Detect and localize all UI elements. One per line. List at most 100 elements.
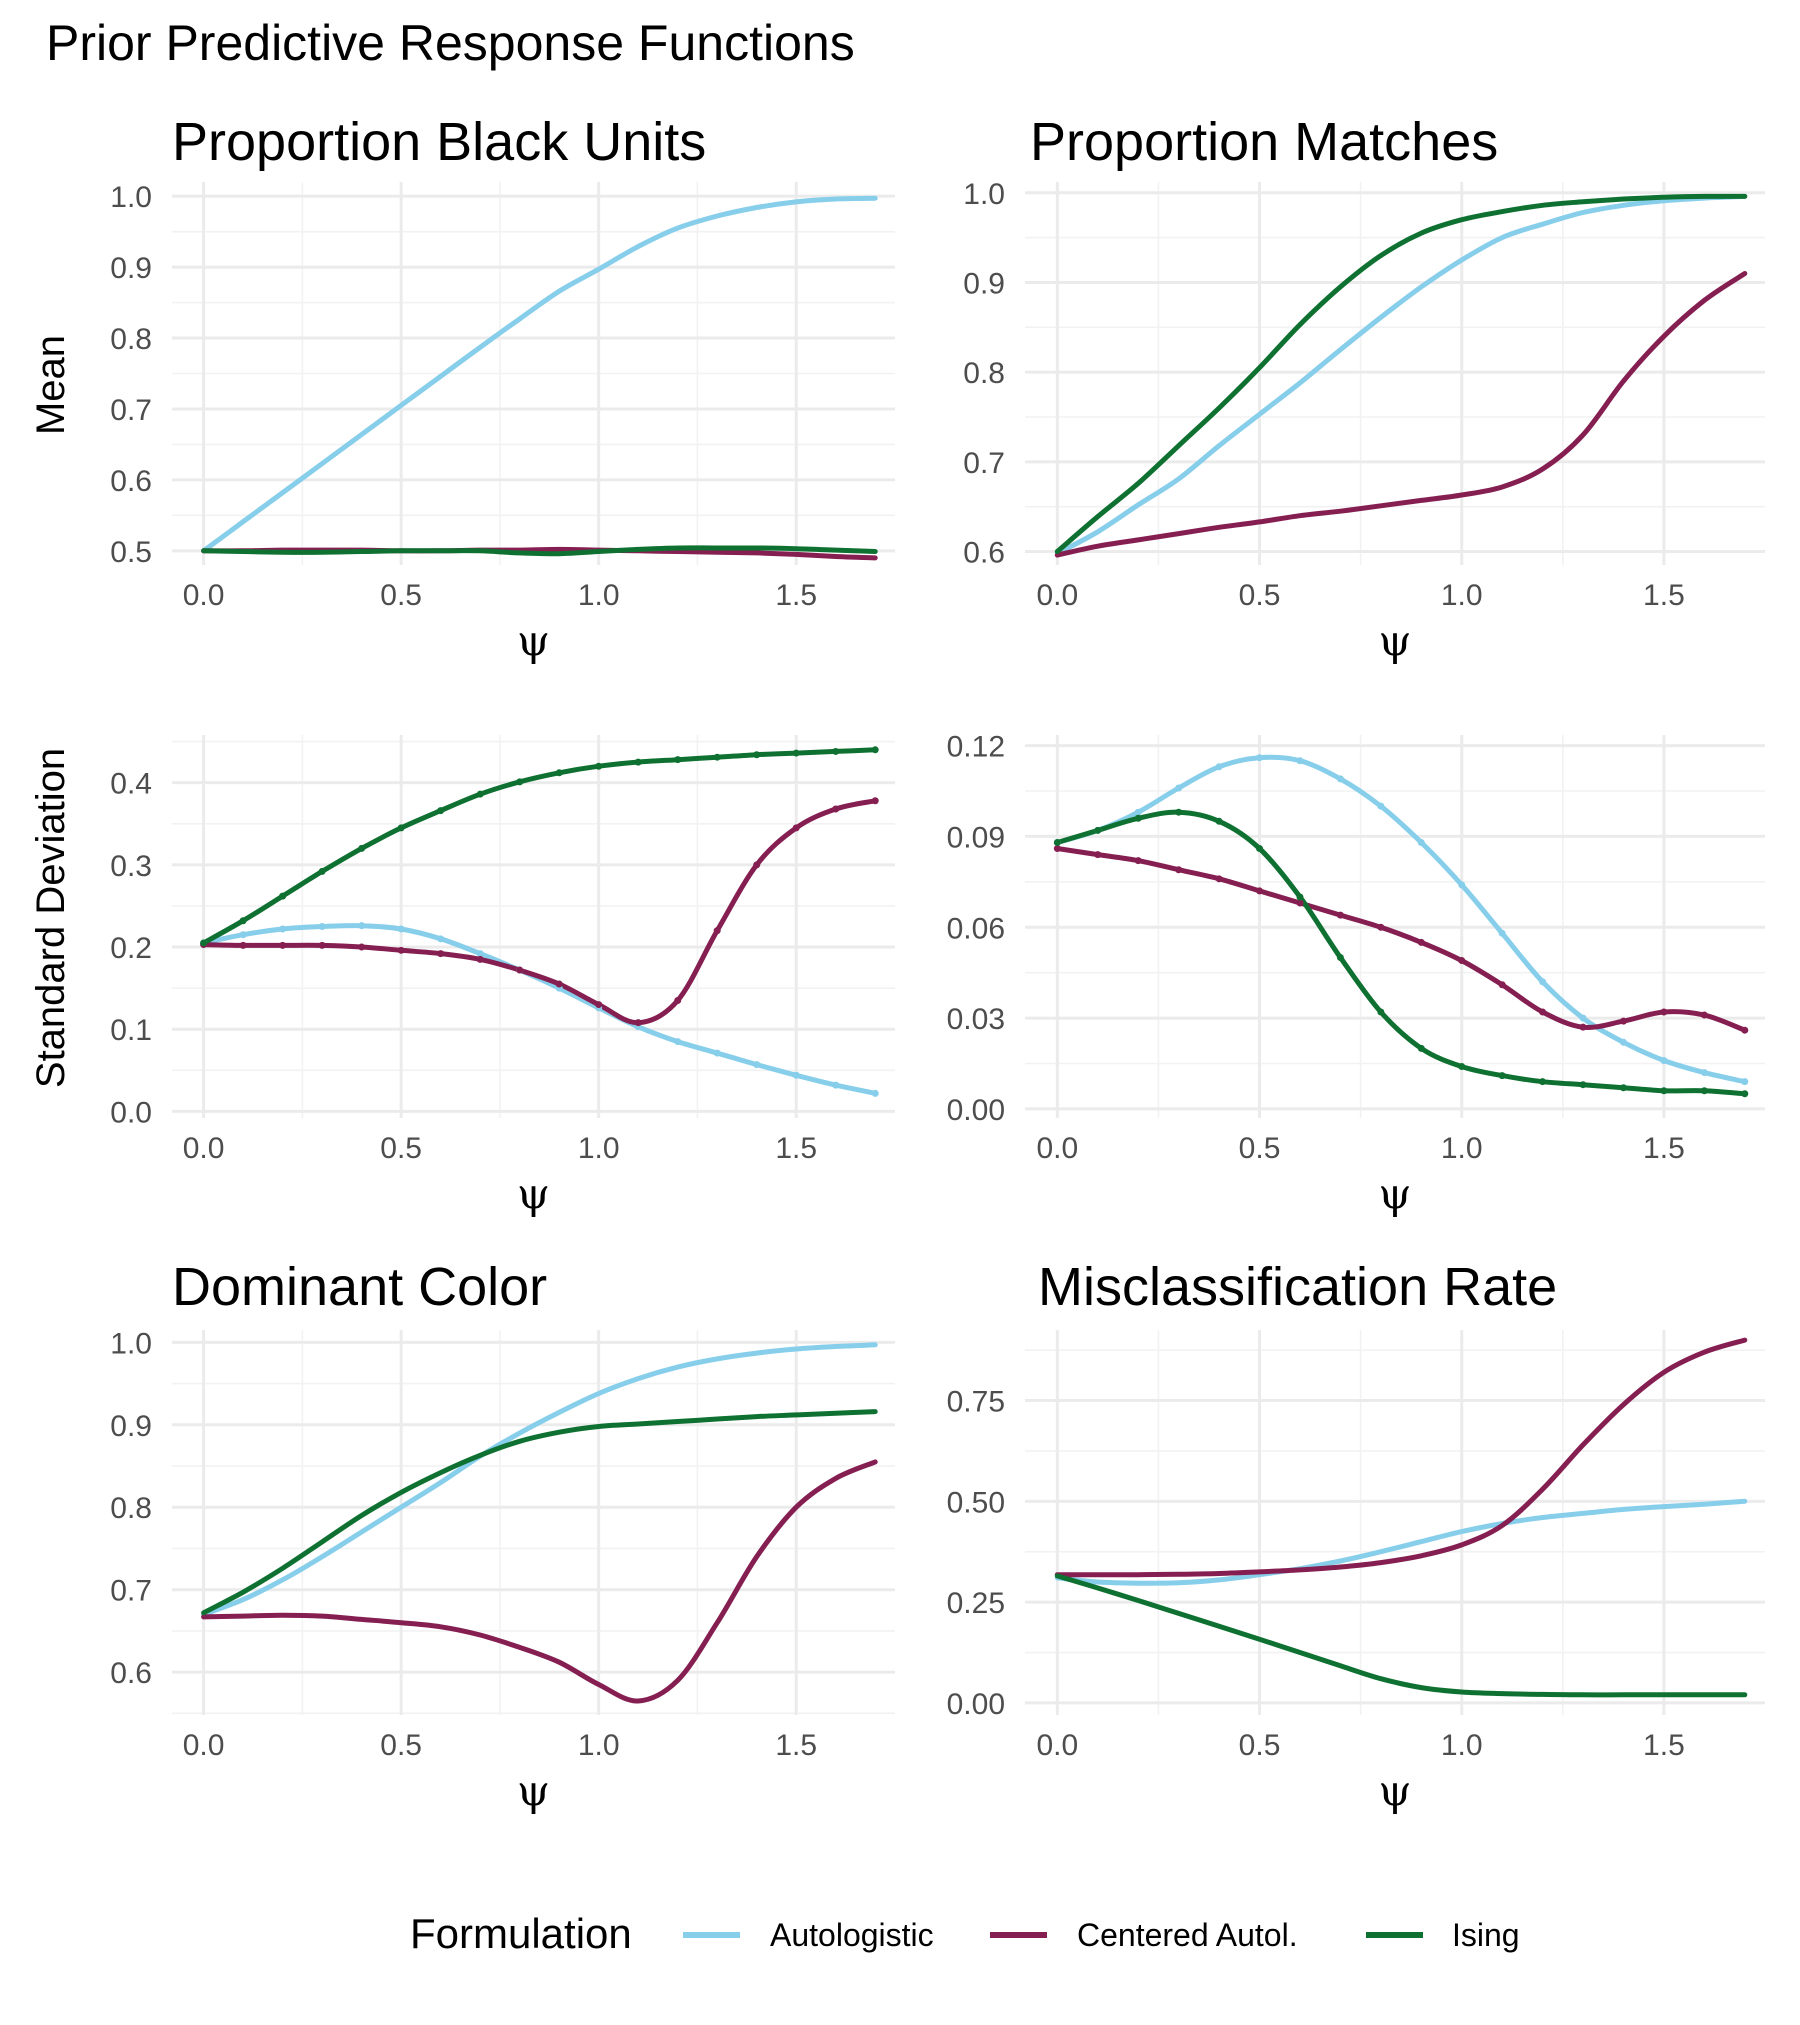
- data-point: [1094, 851, 1102, 859]
- y-tick-label: 0.9: [110, 1410, 152, 1443]
- x-tick-label: 0.5: [1239, 1729, 1281, 1762]
- data-point: [1377, 1008, 1385, 1016]
- data-point: [595, 762, 603, 770]
- data-point: [1539, 978, 1547, 986]
- data-point: [1175, 866, 1183, 874]
- data-point: [476, 790, 484, 798]
- legend-label-ising: Ising: [1452, 1917, 1520, 1953]
- y-tick-label: 0.25: [947, 1587, 1005, 1620]
- y-tick-label: 0.4: [110, 768, 152, 801]
- legend-title: Formulation: [410, 1910, 632, 1957]
- x-tick-label: 1.5: [1643, 579, 1685, 612]
- y-tick-label: 0.2: [110, 932, 152, 965]
- series-line-centered-autol: [201, 1459, 878, 1704]
- x-axis-label: ψ: [517, 1169, 550, 1218]
- figure-title: Prior Predictive Response Functions: [46, 15, 855, 71]
- data-point: [1619, 1038, 1627, 1046]
- y-tick-label: 0.50: [947, 1486, 1005, 1519]
- series-line-autologistic: [201, 923, 878, 1096]
- data-point: [279, 892, 287, 900]
- data-point: [792, 749, 800, 757]
- data-point: [1336, 775, 1344, 783]
- y-tick-label: 0.5: [110, 536, 152, 569]
- data-point: [1619, 1084, 1627, 1092]
- data-point: [832, 805, 840, 813]
- series-line-ising: [1054, 193, 1748, 554]
- y-tick-label: 0.0: [110, 1096, 152, 1129]
- y-tick-label: 0.9: [963, 267, 1005, 300]
- data-point: [555, 769, 563, 777]
- data-point: [200, 939, 208, 947]
- data-point: [555, 980, 563, 988]
- data-point: [437, 807, 445, 815]
- data-point: [1215, 875, 1223, 883]
- y-tick-label: 0.06: [947, 912, 1005, 945]
- data-point: [1256, 845, 1264, 853]
- y-tick-label: 0.7: [963, 447, 1005, 480]
- data-point: [1296, 893, 1304, 901]
- data-point: [318, 941, 326, 949]
- data-point: [1053, 838, 1061, 846]
- data-point: [1498, 981, 1506, 989]
- data-point: [753, 1061, 761, 1069]
- panel-title: Dominant Color: [172, 1257, 547, 1317]
- data-point: [1175, 808, 1183, 816]
- x-tick-label: 1.5: [775, 1729, 817, 1762]
- data-point: [1700, 1011, 1708, 1019]
- y-tick-label: 0.8: [110, 323, 152, 356]
- series-line-ising: [1054, 1573, 1748, 1698]
- panel-title: Misclassification Rate: [1038, 1257, 1557, 1317]
- y-tick-label: 0.3: [110, 850, 152, 883]
- data-point: [1539, 1078, 1547, 1086]
- x-tick-label: 1.0: [578, 1729, 620, 1762]
- gridlines: [172, 735, 895, 1118]
- panel-4: 0.0 0.5 1.0 1.5 0.00 0.03 0.06 0.09 0.12 ψ: [947, 731, 1765, 1218]
- y-tick-label: 0.1: [110, 1014, 152, 1047]
- data-point: [239, 917, 247, 925]
- data-point: [1458, 957, 1466, 965]
- data-point: [1417, 838, 1425, 846]
- data-point: [1336, 954, 1344, 962]
- gridlines: [1025, 1330, 1765, 1715]
- data-point: [239, 931, 247, 939]
- data-point: [437, 935, 445, 943]
- series-line-autologistic: [201, 1342, 878, 1617]
- legend: Formulation Autologistic Centered Autol.…: [410, 1910, 1520, 1957]
- x-tick-label: 1.5: [1643, 1132, 1685, 1165]
- gridlines: [172, 1330, 895, 1715]
- series-points-ising: [1053, 808, 1749, 1098]
- data-point: [634, 758, 642, 766]
- x-tick-label: 0.0: [183, 1729, 225, 1762]
- data-point: [713, 753, 721, 761]
- data-point: [358, 943, 366, 951]
- data-point: [1498, 929, 1506, 937]
- data-point: [516, 778, 524, 786]
- x-tick-label: 0.0: [1036, 1729, 1078, 1762]
- y-tick-label: 0.9: [110, 252, 152, 285]
- data-point: [279, 925, 287, 933]
- series-line-autologistic: [1054, 754, 1748, 1085]
- y-tick-label: 0.6: [110, 1657, 152, 1690]
- data-point: [1053, 845, 1061, 853]
- data-point: [1215, 817, 1223, 825]
- x-tick-label: 1.0: [1441, 579, 1483, 612]
- x-tick-label: 1.5: [1643, 1729, 1685, 1762]
- x-tick-label: 1.5: [775, 579, 817, 612]
- x-axis-label: ψ: [1379, 1169, 1412, 1218]
- data-point: [1660, 1087, 1668, 1095]
- x-tick-label: 0.5: [1239, 579, 1281, 612]
- data-point: [674, 996, 682, 1004]
- y-tick-label: 0.03: [947, 1003, 1005, 1036]
- data-point: [318, 923, 326, 930]
- series-line-ising: [201, 1409, 878, 1616]
- data-point: [871, 1089, 879, 1097]
- data-point: [674, 756, 682, 764]
- data-point: [1700, 1069, 1708, 1077]
- data-point: [1134, 857, 1142, 865]
- x-tick-label: 1.0: [1441, 1132, 1483, 1165]
- y-tick-label: 0.8: [110, 1492, 152, 1525]
- y-tick-label: 0.6: [963, 537, 1005, 570]
- data-point: [397, 946, 405, 954]
- data-point: [1256, 754, 1264, 762]
- series-line-centered-autol: [1054, 271, 1748, 558]
